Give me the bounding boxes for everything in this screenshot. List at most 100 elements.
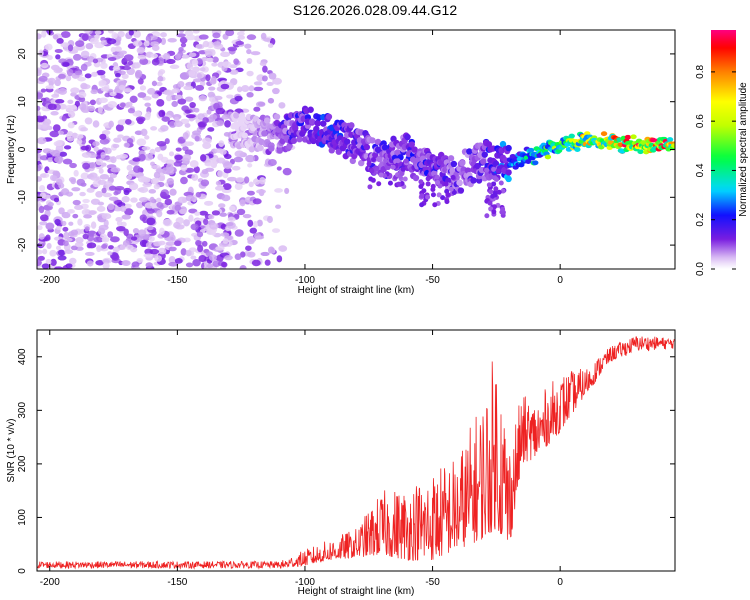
heatmap-cell [107,231,114,238]
heatmap-cell [490,193,496,199]
heatmap-cell [235,40,244,46]
heatmap-cell [147,87,156,95]
heatmap-cell [242,214,252,219]
x-tick-label: -100 [295,275,315,286]
heatmap-cell [74,204,84,211]
heatmap-cell [249,227,258,234]
heatmap-cell [132,157,141,162]
heatmap-cell [150,126,158,131]
heatmap-cell [100,62,108,69]
heatmap-cell [387,180,393,186]
heatmap-cell [162,218,173,227]
heatmap-cell [88,210,97,216]
heatmap-cell [370,177,376,183]
x-axis-label: Height of straight line (km) [298,586,415,597]
heatmap-cell [63,231,70,240]
heatmap-cell [671,143,675,149]
heatmap-cell [369,137,376,144]
heatmap-cell [132,40,143,47]
heatmap-cell [505,169,512,176]
heatmap-cell [49,174,57,181]
heatmap-cell [182,154,192,161]
heatmap-cell [496,189,502,195]
heatmap-cell [273,113,281,121]
heatmap-cell [141,146,151,151]
heatmap-cell [86,56,95,63]
heatmap-cell [343,138,351,145]
heatmap-cell [371,157,377,163]
heatmap-cell [177,80,185,88]
heatmap-cell [37,33,42,40]
heatmap-cell [81,152,92,158]
heatmap-cell [118,153,129,159]
heatmap-cell [212,260,221,268]
y-tick-label: 300 [17,402,28,419]
heatmap-cell [443,181,449,187]
heatmap-cell [73,169,79,177]
heatmap-cell [135,69,143,78]
heatmap-cell [246,48,252,55]
heatmap-cell [184,96,194,102]
heatmap-cell [144,135,150,140]
heatmap-cell [75,237,84,244]
heatmap-cell [193,107,200,113]
heatmap-cell [37,110,42,118]
heatmap-cell [248,181,254,188]
heatmap-cell [185,262,194,268]
heatmap-cell [54,79,61,87]
heatmap-cell [45,85,55,90]
heatmap-cell [197,113,205,120]
heatmap-cell [72,53,82,61]
heatmap-cell [166,163,174,171]
heatmap-cell [90,176,100,181]
heatmap-cell [505,175,512,183]
heatmap-cell [80,63,88,72]
heatmap-cell [79,191,86,197]
heatmap-cell [500,188,506,194]
y-tick-label: -20 [17,237,28,252]
heatmap-cell [86,260,94,267]
heatmap-cell [156,140,167,147]
heatmap-cell [374,166,380,172]
heatmap-cell [58,73,66,79]
heatmap-cell [160,124,169,132]
heatmap-cell [119,50,127,55]
heatmap-cell [47,77,56,85]
heatmap-cell [163,52,171,60]
heatmap-cell [37,105,41,111]
heatmap-cell [50,111,59,116]
heatmap-cell [91,71,98,77]
heatmap-cell [408,141,415,148]
heatmap-cell [204,200,214,206]
heatmap-cell [574,147,581,152]
heatmap-cell [233,58,239,65]
heatmap-cell [138,197,148,203]
y-tick-label: 0 [17,568,28,574]
heatmap-cell [39,184,46,192]
heatmap-cell [111,32,118,39]
heatmap-cell [123,142,130,148]
heatmap-cell [205,74,211,82]
y-tick-label: 0 [17,146,28,152]
heatmap-cell [139,239,148,248]
heatmap-cell [99,173,110,180]
heatmap-cell [63,145,72,150]
heatmap-cell [142,182,152,188]
heatmap-cell [228,205,236,211]
heatmap-cell [248,85,255,92]
heatmap-cell [156,168,164,173]
heatmap-cell [225,222,234,227]
heatmap-cell [169,188,177,196]
heatmap-cell [121,214,132,220]
heatmap-cell [180,164,188,171]
heatmap-cell [432,202,438,208]
heatmap-cell [194,135,200,142]
heatmap-cell [256,144,264,152]
heatmap-cell [325,113,333,120]
heatmap-cell [157,75,164,82]
heatmap-cell [83,30,91,34]
heatmap-cell [109,92,117,97]
heatmap-cell [62,158,73,165]
heatmap-cell [40,97,47,102]
heatmap-cell [156,209,163,218]
